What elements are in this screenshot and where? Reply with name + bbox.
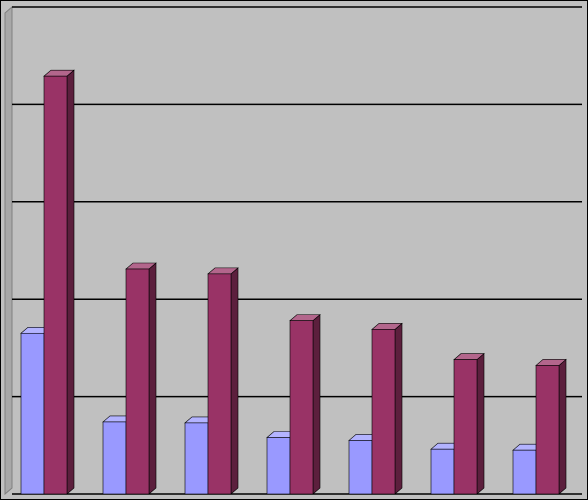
bar: [207, 267, 239, 495]
bar: [453, 352, 485, 495]
bar-front: [43, 75, 68, 495]
bar: [289, 313, 321, 495]
bar-front: [453, 359, 478, 495]
bar-side: [394, 322, 403, 495]
bar-front: [535, 365, 560, 495]
bar: [371, 322, 403, 495]
bar: [125, 262, 157, 495]
bar-side: [558, 358, 567, 495]
bar-front: [20, 332, 45, 495]
bar-side: [230, 267, 239, 495]
bar-front: [371, 329, 396, 495]
side-wall: [4, 5, 13, 496]
bar-front: [184, 422, 209, 495]
bar: [43, 69, 75, 495]
bar-side: [66, 69, 75, 495]
bar-front: [512, 449, 537, 495]
bar-front: [207, 273, 232, 495]
bar-front: [430, 448, 455, 495]
bar: [535, 358, 567, 495]
bar-front: [102, 421, 127, 495]
bar-side: [476, 352, 485, 495]
bar-front: [266, 437, 291, 495]
bar-front: [289, 320, 314, 495]
bar-front: [125, 268, 150, 495]
bar-side: [312, 313, 321, 495]
bar-side: [148, 262, 157, 495]
bar-front: [348, 440, 373, 495]
